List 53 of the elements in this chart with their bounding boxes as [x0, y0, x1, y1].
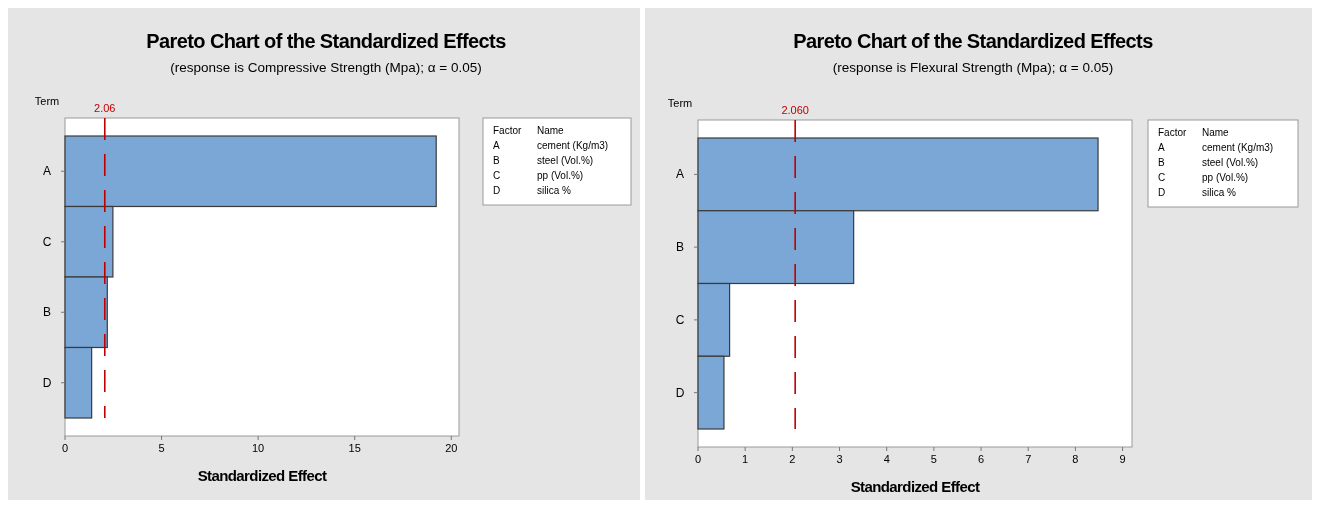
x-tick-label: 4	[883, 453, 890, 465]
x-tick-label: 5	[930, 453, 937, 465]
text: A	[1158, 142, 1165, 153]
y-axis-title: Term	[667, 97, 693, 109]
text: cement (Kg/m3)	[537, 140, 609, 151]
text: silica %	[1202, 187, 1236, 198]
y-tick-label: B	[675, 240, 685, 255]
y-tick-label: D	[675, 385, 685, 400]
text: C	[493, 170, 501, 181]
x-tick-label: 15	[348, 442, 361, 454]
text: cement (Kg/m3)	[1202, 142, 1274, 153]
x-tick-label: 2	[789, 453, 796, 465]
x-tick-label: 5	[158, 442, 165, 454]
x-axis-title: Standardized Effect	[197, 467, 327, 484]
x-tick-label: 6	[977, 453, 985, 465]
ref-line-label: 2.060	[781, 104, 809, 116]
chart-title: Pareto Chart of the Standardized Effects	[146, 30, 507, 52]
text: Factor	[1158, 127, 1188, 138]
text: D	[493, 185, 501, 196]
text: Name	[1202, 127, 1230, 138]
chart-subtitle: (response is Flexural Strength (Mpa); α = 0.05)	[832, 60, 1114, 75]
x-tick-label: 10	[252, 442, 265, 454]
x-tick-label: 8	[1072, 453, 1079, 465]
x-tick-label: 7	[1025, 453, 1032, 465]
y-tick-label: A	[42, 164, 52, 179]
text: Name	[537, 125, 565, 136]
text: steel (Vol.%)	[1202, 157, 1259, 168]
chart-subtitle: (response is Compressive Strength (Mpa); α = 0.05)	[170, 60, 482, 75]
x-axis-title: Standardized Effect	[850, 478, 980, 495]
y-tick-label: C	[675, 312, 685, 327]
text: steel (Vol.%)	[537, 155, 594, 166]
text: C	[1158, 172, 1166, 183]
text: B	[1158, 157, 1165, 168]
text: Factor	[493, 125, 523, 136]
x-tick-label: 0	[694, 453, 702, 465]
x-tick-label: 1	[742, 453, 749, 465]
x-tick-label: 9	[1119, 453, 1126, 465]
chart-title: Pareto Chart of the Standardized Effects	[793, 30, 1154, 52]
x-tick-label: 3	[836, 453, 843, 465]
y-tick-label: B	[42, 305, 52, 320]
text: pp (Vol.%)	[537, 170, 584, 181]
x-tick-label: 0	[61, 442, 69, 454]
y-tick-label: A	[675, 167, 685, 182]
x-tick-label: 20	[445, 442, 458, 454]
text: D	[1158, 187, 1166, 198]
y-tick-label: D	[42, 375, 52, 390]
text: B	[493, 155, 500, 166]
text: silica %	[537, 185, 571, 196]
text: pp (Vol.%)	[1202, 172, 1249, 183]
ref-line-label: 2.06	[94, 102, 116, 114]
y-tick-label: C	[42, 234, 52, 249]
text: A	[493, 140, 500, 151]
y-axis-title: Term	[34, 95, 60, 107]
